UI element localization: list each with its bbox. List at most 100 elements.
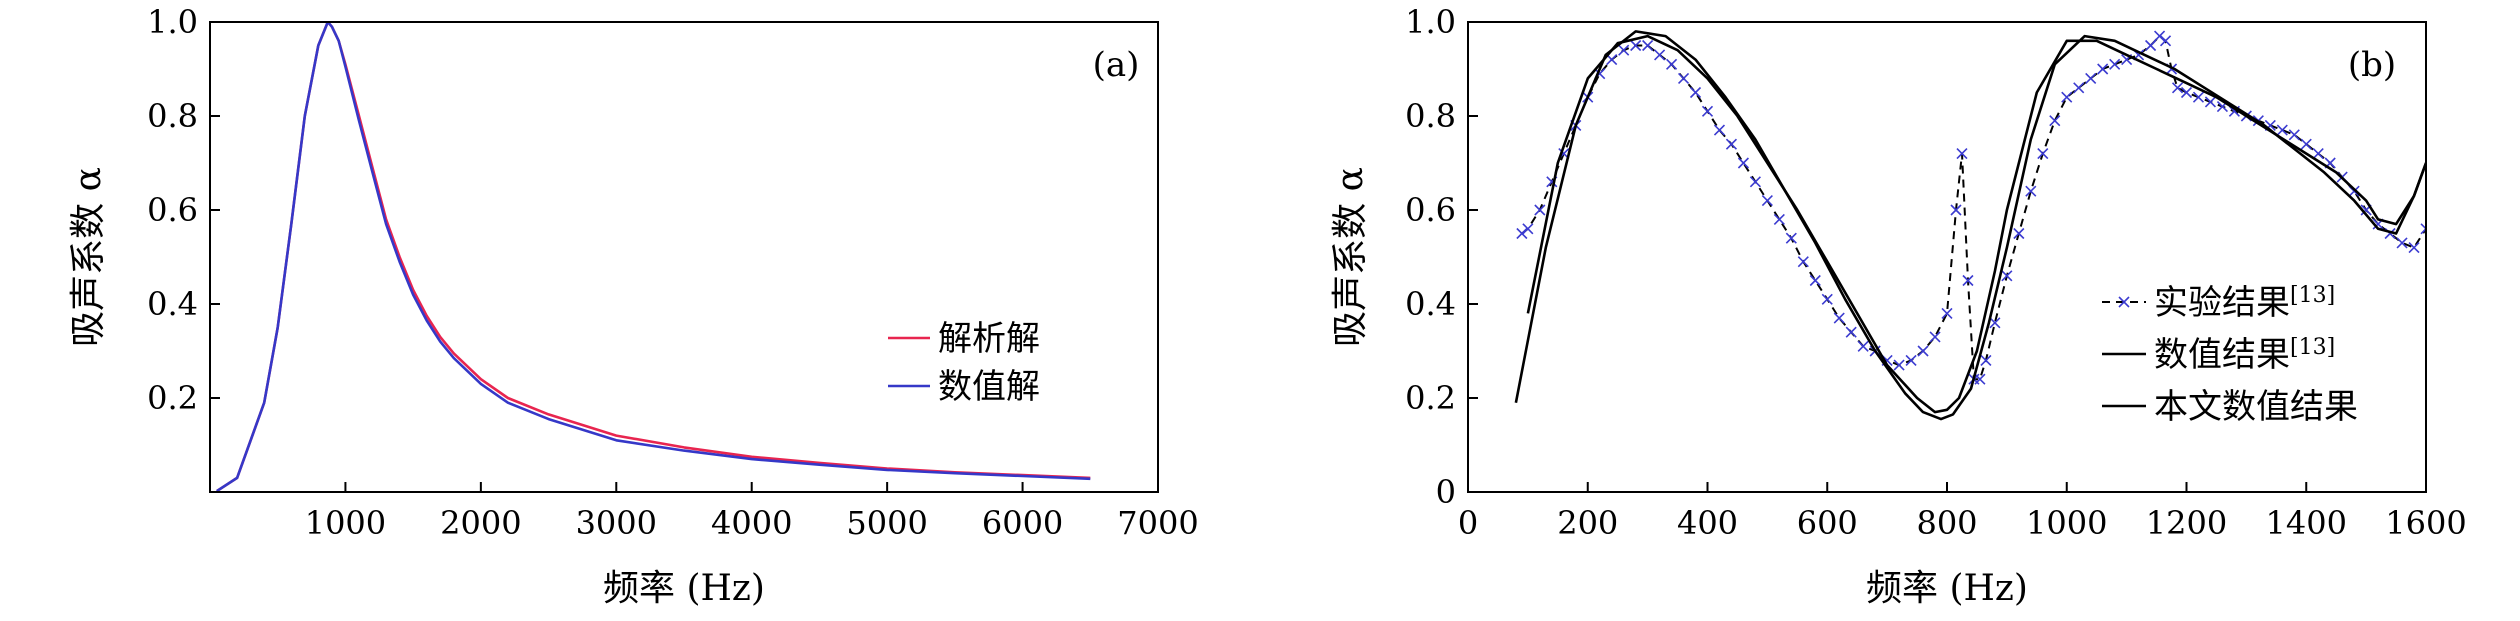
chart-b-series-0-point <box>1821 293 1833 305</box>
chart-b-xtick-label: 800 <box>1916 504 1977 542</box>
chart-b-legend-label-0-ref: [13] <box>2290 283 2335 308</box>
chart-a-frame <box>209 21 1159 493</box>
chart-b-series-0-point <box>1809 274 1821 287</box>
chart-b-series-0-point <box>1606 54 1618 66</box>
chart-b-series-0-point <box>1929 331 1941 343</box>
chart-b-series-0-point <box>2420 223 2426 235</box>
chart-a-xtick-label: 1000 <box>305 504 386 542</box>
chart-b-legend-label-1-ref: [13] <box>2290 335 2335 360</box>
chart-b-series-0-point <box>1893 359 1905 371</box>
chart-a-ytick-label: 0.6 <box>147 191 198 229</box>
chart-b-xtick-label: 400 <box>1677 504 1738 542</box>
chart-b-series-0-point <box>1845 326 1857 338</box>
chart-a-ytick-label: 0.2 <box>147 379 198 417</box>
chart-b-series-0-point <box>1797 256 1809 268</box>
chart-b-series-0-point <box>2204 96 2217 108</box>
chart-a-xtick-label: 7000 <box>1117 504 1198 542</box>
chart-b-series-0-point <box>1989 317 2001 329</box>
chart-b-series-0-point <box>1689 86 1702 99</box>
chart-b-xlabel: 频率 (Hz) <box>1866 568 2028 609</box>
chart-b-series-2-line <box>1514 30 2426 421</box>
chart-b-series-0-point <box>2300 138 2312 150</box>
chart-b-series-0-point <box>1701 105 1714 117</box>
chart-b-panel-label: (b) <box>2348 45 2396 85</box>
chart-b-series-0-point <box>2001 270 2013 282</box>
chart-b-series-0-point <box>2109 58 2121 70</box>
chart-b-series-0-point <box>1677 72 1690 84</box>
chart-b-series-0-point <box>2159 35 2172 47</box>
chart-b-series-0-point <box>2085 72 2097 84</box>
chart-b-xtick-label: 1400 <box>2266 504 2347 542</box>
chart-a-series-0-line <box>216 22 1091 492</box>
chart-b-series-0-point <box>1713 124 1726 136</box>
chart-a-legend-label-0: 解析解 <box>938 319 1040 359</box>
chart-b-series-0-point <box>1962 274 1974 287</box>
chart-b-series-0-point <box>1857 340 1869 352</box>
chart-a-xlabel: 频率 (Hz) <box>603 568 765 609</box>
chart-b-ytick-label: 0 <box>1436 473 1456 511</box>
chart-b-legend: 实验结果[13] 数值结果[13] 本文数值结果 <box>2102 283 2358 427</box>
chart-b-series-0-point <box>2037 148 2049 160</box>
chart-b-series-0-point <box>1618 44 1630 56</box>
chart-a-ytick-label: 1.0 <box>147 3 198 41</box>
chart-b-series-0-point <box>1773 213 1785 225</box>
chart-a-panel-label: (a) <box>1093 45 1140 85</box>
chart-b-xtick-label: 600 <box>1797 504 1858 542</box>
chart-b-series-0-point <box>1534 204 1546 216</box>
chart-b-series-0-point <box>1905 354 1917 366</box>
chart-b-series-0-point <box>1666 58 1678 70</box>
chart-a-legend-label-1: 数值解 <box>938 367 1040 407</box>
chart-b-series-0-point <box>1950 204 1962 216</box>
chart-b-series-0-point <box>2408 242 2420 254</box>
chart-b-xtick-label: 1000 <box>2026 504 2107 542</box>
chart-b-series-0-point <box>1956 148 1968 160</box>
chart-a-xtick-label: 6000 <box>982 504 1063 542</box>
chart-b-series-0-point <box>2097 63 2109 75</box>
chart-b-series-0-point <box>1522 223 1534 235</box>
chart-b-series-1-line <box>1526 34 2426 414</box>
chart-b-series-0-point <box>2061 91 2073 103</box>
chart-b-legend-label-2: 本文数值结果 <box>2154 387 2358 427</box>
chart-b-series-0-point <box>1749 176 1761 188</box>
chart-b-xtick-label: 200 <box>1557 504 1618 542</box>
chart-b-series-0-point <box>1642 39 1654 52</box>
chart-b-series-0-point <box>1761 195 1773 207</box>
chart-a-xtick-label: 3000 <box>576 504 657 542</box>
chart-b-legend-label-0: 实验结果[13] <box>2154 283 2335 323</box>
chart-b-series-0-point <box>2049 115 2061 127</box>
chart-a-series-1-line <box>216 22 1091 492</box>
chart-b-series-0-point <box>1974 373 1986 385</box>
chart-b-series-0-point <box>2145 39 2157 52</box>
chart-b-ytick-label: 0.6 <box>1405 191 1456 229</box>
chart-b-series-0-point <box>2025 185 2037 197</box>
chart-b-series-0-line <box>1521 35 2426 381</box>
chart-b-ytick-label: 0.2 <box>1405 379 1456 417</box>
chart-a-ytick-label: 0.8 <box>147 97 198 135</box>
chart-b-xtick-label: 1200 <box>2146 504 2227 542</box>
chart-b-series-0-point <box>1917 345 1929 357</box>
chart-b-series-0-point <box>2396 237 2408 249</box>
chart-b-series-0-point <box>2192 91 2205 103</box>
chart-b: 0 200 400 600 800 1000 1200 1400 1600 0 0.2 0.4 0.6 0… <box>1330 3 2467 609</box>
chart-b-series-0-point <box>2180 86 2193 99</box>
chart-a-xtick-label: 4000 <box>711 504 792 542</box>
chart-b-series-0-point <box>2013 227 2025 240</box>
chart-b-series-0-point <box>1785 232 1797 244</box>
chart-b-series-0-point <box>2171 82 2184 94</box>
chart-b-series-0-point <box>1833 312 1845 324</box>
chart-b-series-0-point <box>1725 138 1738 150</box>
chart-b-ylabel: 吸声系数 α <box>1330 167 1371 347</box>
chart-b-series-0-point <box>1516 227 1528 240</box>
chart-b-xtick-label: 0 <box>1458 504 1478 542</box>
chart-b-series-0-point <box>1941 307 1953 319</box>
chart-b-ytick-label: 0.4 <box>1405 285 1456 323</box>
chart-b-ytick-label: 0.8 <box>1405 97 1456 135</box>
chart-a-xtick-label: 2000 <box>440 504 521 542</box>
chart-b-xtick-label: 1600 <box>2385 504 2466 542</box>
chart-b-legend-label-1: 数值结果[13] <box>2154 335 2335 375</box>
chart-a-xtick-label: 5000 <box>846 504 927 542</box>
chart-b-ytick-label: 1.0 <box>1405 3 1456 41</box>
chart-b-series-0-point <box>2288 129 2300 141</box>
